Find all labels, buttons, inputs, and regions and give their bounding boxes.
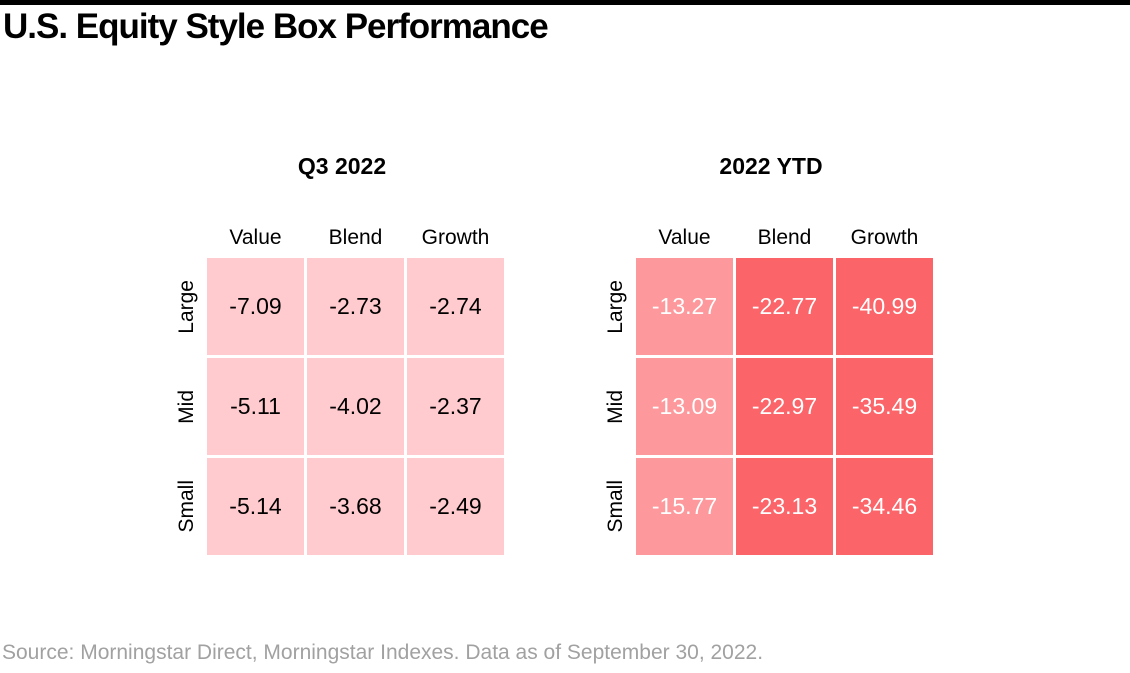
style-box-cell: -23.13 bbox=[736, 458, 833, 555]
row-label-text: Small bbox=[175, 480, 198, 533]
style-box-cell: -35.49 bbox=[836, 358, 933, 455]
row-label-text: Small bbox=[604, 480, 627, 533]
style-box-cell: -34.46 bbox=[836, 458, 933, 555]
row-label: Mid bbox=[170, 358, 204, 455]
row-label: Small bbox=[599, 458, 633, 555]
style-box-grid: -7.09 -2.73 -2.74 -5.11 -4.02 -2.37 -5.1… bbox=[207, 258, 504, 555]
panel-q3-2022: Q3 2022 Value Blend Growth Large Mid Sma… bbox=[170, 153, 505, 563]
row-label: Large bbox=[170, 258, 204, 355]
style-box-cell: -13.09 bbox=[636, 358, 733, 455]
style-box-cell: -15.77 bbox=[636, 458, 733, 555]
style-box-cell: -5.14 bbox=[207, 458, 304, 555]
page-title: U.S. Equity Style Box Performance bbox=[3, 7, 549, 46]
row-labels: Large Mid Small bbox=[170, 258, 204, 555]
style-box-cell: -2.74 bbox=[407, 258, 504, 355]
row-label: Large bbox=[599, 258, 633, 355]
source-note: Source: Morningstar Direct, Morningstar … bbox=[2, 641, 764, 664]
column-header: Growth bbox=[421, 226, 490, 249]
row-labels: Large Mid Small bbox=[599, 258, 633, 555]
style-box-cell: -40.99 bbox=[836, 258, 933, 355]
row-label-text: Mid bbox=[175, 389, 198, 424]
panel-title: 2022 YTD bbox=[719, 153, 823, 179]
style-box-cell: -7.09 bbox=[207, 258, 304, 355]
style-box-cell: -3.68 bbox=[307, 458, 404, 555]
column-header: Value bbox=[658, 226, 711, 249]
column-header: Growth bbox=[850, 226, 919, 249]
row-label: Mid bbox=[599, 358, 633, 455]
column-header: Value bbox=[229, 226, 282, 249]
row-label-text: Large bbox=[604, 279, 627, 334]
column-headers: Value Blend Growth bbox=[207, 220, 504, 250]
style-box-cell: -22.97 bbox=[736, 358, 833, 455]
style-box-cell: -4.02 bbox=[307, 358, 404, 455]
style-box-cell: -22.77 bbox=[736, 258, 833, 355]
style-box-cell: -5.11 bbox=[207, 358, 304, 455]
top-accent-bar bbox=[0, 0, 1130, 5]
panel-2022-ytd: 2022 YTD Value Blend Growth Large Mid Sm… bbox=[599, 153, 934, 563]
column-header: Blend bbox=[757, 226, 812, 249]
row-label: Small bbox=[170, 458, 204, 555]
style-box-cell: -13.27 bbox=[636, 258, 733, 355]
row-label-text: Mid bbox=[604, 389, 627, 424]
column-header: Blend bbox=[328, 226, 383, 249]
style-box-cell: -2.49 bbox=[407, 458, 504, 555]
style-box-grid: -13.27 -22.77 -40.99 -13.09 -22.97 -35.4… bbox=[636, 258, 933, 555]
style-box-cell: -2.73 bbox=[307, 258, 404, 355]
row-label-text: Large bbox=[175, 279, 198, 334]
panel-title: Q3 2022 bbox=[297, 153, 387, 179]
column-headers: Value Blend Growth bbox=[636, 220, 933, 250]
style-box-cell: -2.37 bbox=[407, 358, 504, 455]
